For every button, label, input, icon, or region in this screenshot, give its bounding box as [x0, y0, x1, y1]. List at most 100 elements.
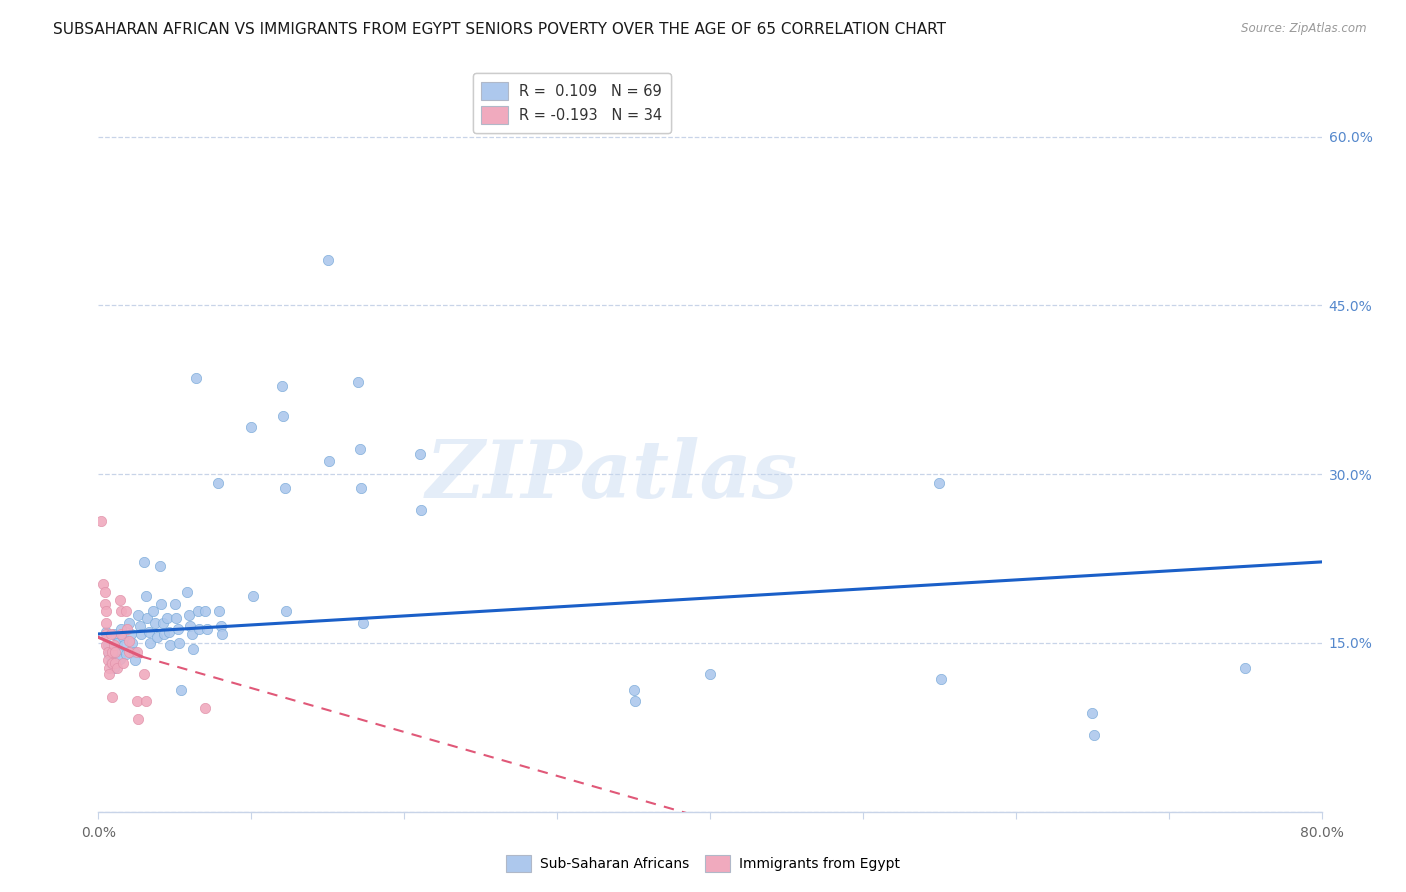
Point — [623, 683, 645, 698]
Point — [176, 585, 198, 599]
Point — [108, 651, 131, 665]
Point — [110, 627, 132, 641]
Point — [118, 633, 141, 648]
Point — [100, 656, 122, 670]
Point — [134, 555, 156, 569]
Point — [98, 661, 121, 675]
Point — [121, 636, 143, 650]
Point — [624, 694, 647, 708]
Point — [103, 649, 125, 664]
Point — [179, 619, 201, 633]
Point — [97, 653, 120, 667]
Point — [165, 611, 187, 625]
Point — [104, 656, 127, 670]
Point — [127, 713, 149, 727]
Point — [207, 476, 229, 491]
Point — [118, 645, 141, 659]
Point — [928, 476, 950, 491]
Point — [134, 667, 156, 681]
Point — [186, 371, 208, 385]
Point — [105, 661, 128, 675]
Point — [316, 253, 339, 268]
Point — [101, 656, 124, 670]
Point — [129, 627, 152, 641]
Point — [108, 593, 131, 607]
Point — [1234, 661, 1257, 675]
Point — [103, 638, 125, 652]
Point — [111, 630, 134, 644]
Point — [117, 623, 139, 637]
Point — [124, 653, 146, 667]
Text: SUBSAHARAN AFRICAN VS IMMIGRANTS FROM EGYPT SENIORS POVERTY OVER THE AGE OF 65 C: SUBSAHARAN AFRICAN VS IMMIGRANTS FROM EG… — [53, 22, 946, 37]
Point — [350, 481, 373, 495]
Point — [929, 672, 952, 686]
Point — [100, 627, 122, 641]
Point — [115, 647, 138, 661]
Point — [409, 503, 432, 517]
Point — [98, 647, 121, 661]
Point — [149, 559, 172, 574]
Point — [111, 656, 134, 670]
Point — [194, 604, 217, 618]
Point — [209, 619, 232, 633]
Point — [103, 627, 125, 641]
Point — [93, 597, 115, 611]
Point — [120, 627, 142, 641]
Point — [180, 627, 202, 641]
Point — [211, 627, 233, 641]
Point — [128, 619, 150, 633]
Point — [136, 611, 159, 625]
Point — [135, 694, 157, 708]
Point — [103, 661, 125, 675]
Point — [152, 615, 174, 630]
Point — [110, 604, 132, 618]
Point — [1081, 706, 1104, 720]
Point — [112, 638, 135, 652]
Point — [135, 589, 157, 603]
Point — [101, 645, 124, 659]
Point — [150, 597, 173, 611]
Point — [240, 420, 263, 434]
Point — [94, 627, 117, 641]
Point — [105, 636, 128, 650]
Point — [138, 624, 160, 639]
Point — [181, 641, 204, 656]
Point — [276, 604, 298, 618]
Point — [94, 624, 117, 639]
Point — [188, 623, 211, 637]
Point — [156, 611, 179, 625]
Point — [93, 585, 115, 599]
Point — [122, 645, 145, 659]
Point — [94, 604, 117, 618]
Point — [1083, 728, 1105, 742]
Point — [159, 638, 181, 652]
Point — [103, 641, 125, 656]
Point — [169, 636, 191, 650]
Point — [242, 589, 264, 603]
Point — [94, 638, 117, 652]
Point — [349, 442, 371, 457]
Text: ZIPatlas: ZIPatlas — [426, 436, 799, 514]
Point — [125, 694, 148, 708]
Point — [270, 379, 292, 393]
Point — [97, 645, 120, 659]
Point — [98, 667, 121, 681]
Point — [208, 604, 231, 618]
Point — [167, 623, 190, 637]
Point — [94, 615, 117, 630]
Point — [163, 597, 186, 611]
Point — [127, 607, 149, 622]
Legend: R =  0.109   N = 69, R = -0.193   N = 34: R = 0.109 N = 69, R = -0.193 N = 34 — [472, 73, 671, 133]
Point — [352, 615, 374, 630]
Point — [118, 615, 141, 630]
Point — [90, 515, 112, 529]
Point — [91, 577, 114, 591]
Text: Source: ZipAtlas.com: Source: ZipAtlas.com — [1241, 22, 1367, 36]
Point — [145, 630, 167, 644]
Point — [143, 615, 166, 630]
Point — [110, 623, 132, 637]
Point — [104, 645, 127, 659]
Point — [125, 645, 148, 659]
Point — [408, 447, 430, 461]
Point — [273, 409, 295, 423]
